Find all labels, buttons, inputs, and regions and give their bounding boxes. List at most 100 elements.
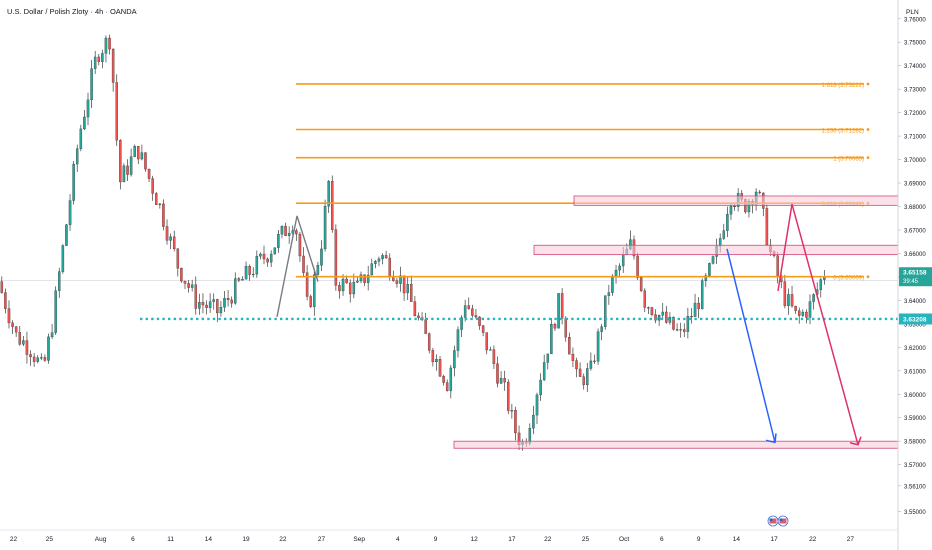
x-tick-label: 22 [10,536,18,543]
fib-level-label: 1 (3.70083) [833,157,864,163]
y-tick-label: 3.57000 [904,463,926,469]
zone-rect[interactable] [453,440,899,449]
bar-countdown: 39:45 [903,279,919,285]
candle-body [410,283,413,302]
candle-body [417,315,420,318]
fib-level-handle[interactable] [866,128,870,131]
candle-body [320,248,323,266]
candle-body [4,292,7,309]
candle-body [413,301,417,317]
candle-body [471,308,474,316]
candle-body [223,298,226,308]
candle-body [507,381,510,411]
candle-body [514,410,517,434]
candle-body [492,349,496,364]
candle-body [187,283,190,288]
candle-body [93,56,97,69]
candle-body [442,376,445,383]
candle-body [316,265,320,275]
y-tick-label: 3.75000 [904,41,926,47]
candle-body [298,233,302,257]
zone-rect[interactable] [573,195,899,206]
y-tick-label: 3.60000 [904,393,926,399]
x-tick-label: 14 [733,536,741,543]
y-tick-label: 3.64000 [904,299,926,305]
candle-body [370,263,374,276]
y-tick-label: 3.55000 [904,510,926,516]
y-tick-label: 3.74000 [904,64,926,70]
candle-body [618,265,621,271]
candle-body [162,203,165,227]
candle-body [711,256,715,264]
zone-rect[interactable] [533,244,899,256]
candle-body [7,308,11,324]
supply-demand-zones[interactable] [453,195,899,449]
y-tick-label: 3.71000 [904,135,926,141]
us-flag-icon [779,518,783,521]
y-tick-label: 3.69000 [904,182,926,188]
candle-body [424,319,427,334]
magenta-arrow-line[interactable] [777,203,859,445]
candle-body [280,226,284,235]
candle-body [600,326,603,332]
time-axis[interactable]: 22 25 Aug 6 11 14 19 22 27 Sep 4 9 12 17 22 25 Oct 6 9 14 17… [0,529,898,543]
candle-body [435,359,438,363]
candle-body [323,206,327,250]
x-tick-label: 6 [131,536,135,543]
candle-body [438,359,442,377]
candle-body [147,168,151,179]
candle-body [359,274,363,282]
x-tick-label: 4 [396,536,400,543]
chart-title: U.S. Dollar / Polish Zloty · 4h · OANDA [7,7,137,16]
blue-arrow-line[interactable] [726,248,776,443]
fib-level-handle[interactable] [866,82,870,86]
candle-body [639,277,643,291]
fib-level-handle[interactable] [866,156,870,160]
candle-body [58,271,61,291]
y-tick-label: 3.76000 [904,17,926,23]
candle-body [334,229,338,286]
x-tick-label: 19 [242,536,250,543]
last-price-tag [899,267,932,287]
y-tick-label: 3.68000 [904,205,926,211]
fib-level-handle[interactable] [866,275,870,279]
candle-body [575,360,578,370]
drawings[interactable] [140,203,898,446]
candle-body [262,253,266,260]
candle-body [819,279,823,290]
candle-body [586,368,589,386]
candle-body [801,311,805,316]
candle-body [758,191,761,194]
candle-body [266,258,269,263]
candle-body [208,301,212,308]
x-tick-label: 6 [660,536,664,543]
y-tick-label: 3.72000 [904,111,926,117]
candle-body [295,230,298,235]
candle-body [226,298,230,301]
candle-body [621,254,625,267]
candle-body [564,318,567,338]
candle-body [589,360,593,369]
event-badges[interactable] [767,515,789,527]
candle-body [808,301,812,318]
candle-body [733,205,736,208]
candle-body [331,181,334,230]
y-tick-label: 3.70000 [904,158,926,164]
last-price-label: 3.65158 [903,270,927,277]
candle-body [683,329,686,332]
pattern-zigzag[interactable] [276,215,319,317]
x-tick-label: 17 [770,536,778,543]
candle-body [550,324,553,355]
x-tick-label: Aug [95,536,107,543]
candle-body [542,362,546,381]
candle-body [101,53,104,62]
candle-body [557,293,560,329]
candle-body [402,275,406,294]
candle-body [650,307,654,315]
candle-body [86,99,90,118]
candle-body [445,382,449,391]
us-flag-icon [769,518,777,524]
